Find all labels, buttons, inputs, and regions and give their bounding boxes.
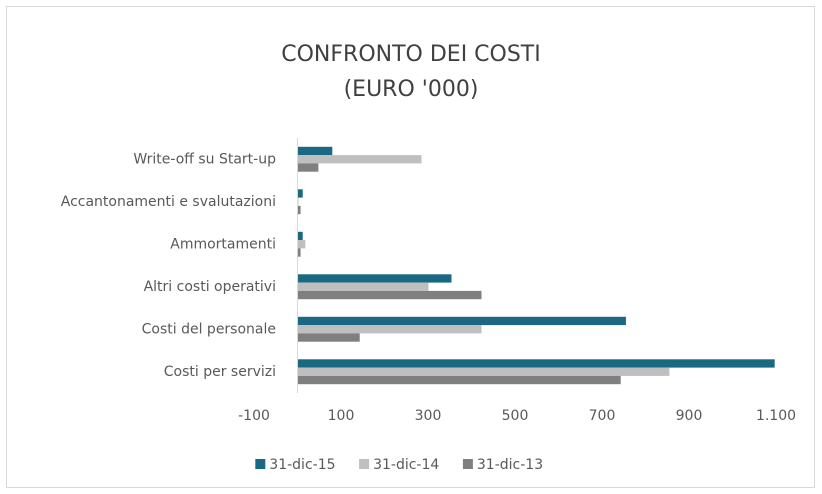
bar [297, 189, 303, 198]
legend-label: 31-dic-13 [477, 457, 543, 473]
bar [297, 146, 333, 156]
legend-label: 31-dic-15 [269, 457, 335, 473]
bar [297, 290, 482, 300]
y-tick-label: Write-off su Start-up [133, 151, 276, 167]
bar [297, 316, 626, 326]
bar [297, 282, 429, 291]
x-tick-label: 1.100 [756, 408, 796, 424]
bar [297, 274, 452, 283]
legend-swatch [462, 459, 473, 469]
x-tick-label: 100 [328, 408, 355, 424]
chart-subtitle: (EURO '000) [344, 77, 479, 102]
y-tick-label: Ammortamenti [170, 236, 276, 252]
x-tick-label: 700 [589, 408, 616, 424]
bar [297, 325, 482, 334]
bar [297, 367, 670, 376]
legend-label: 31-dic-14 [373, 457, 439, 473]
bar [297, 155, 422, 164]
bar [297, 359, 775, 368]
x-tick-label: -100 [238, 408, 270, 424]
y-tick-label: Accantonamenti e svalutazioni [61, 194, 276, 210]
chart-border [6, 6, 815, 488]
y-tick-label: Costi per servizi [164, 364, 276, 380]
bar [297, 231, 303, 241]
bar [297, 248, 301, 257]
bar [297, 240, 306, 249]
legend-swatch [255, 459, 266, 469]
bar [297, 163, 319, 172]
legend-swatch [359, 459, 370, 469]
x-tick-label: 300 [415, 408, 442, 424]
x-tick-label: 500 [502, 408, 529, 424]
bar [297, 205, 301, 215]
x-tick-label: 900 [676, 408, 703, 424]
bar [297, 375, 621, 385]
y-tick-label: Costi del personale [142, 321, 276, 337]
chart-title: CONFRONTO DEI COSTI [281, 42, 541, 67]
y-tick-label: Altri costi operativi [144, 279, 276, 295]
bar [297, 333, 360, 342]
